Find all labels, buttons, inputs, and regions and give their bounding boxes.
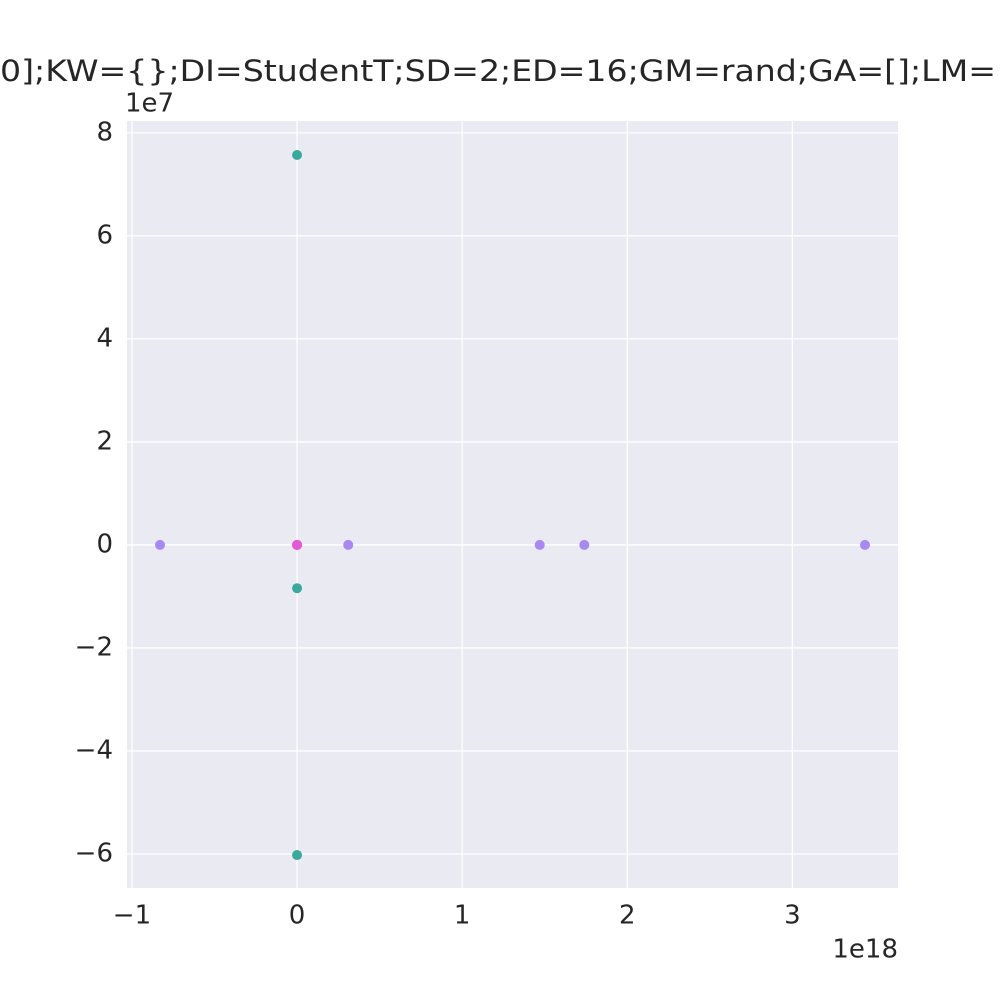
point [343,539,354,550]
y-tick-label: −6 [75,839,113,869]
y-tick-label: 4 [96,323,113,353]
point [292,583,303,594]
point [292,149,303,160]
point [292,539,303,550]
y-tick-label: −4 [75,735,113,765]
y-tick-label: 6 [96,220,113,250]
x-tick-label: −1 [113,901,151,931]
point [579,539,590,550]
x-tick-label: 2 [619,901,636,931]
x-offset-label: 1e18 [832,935,898,965]
point [292,850,303,861]
y-tick-label: 2 [96,426,113,456]
point [534,539,545,550]
y-tick-label: 8 [96,117,113,147]
point [859,539,870,550]
x-tick-label: 1 [454,901,471,931]
chart-title: 0];KW={};DI=StudentT;SD=2;ED=16;GM=rand;… [0,54,996,88]
y-tick-label: −2 [75,632,113,662]
y-offset-label: 1e7 [125,89,174,119]
x-tick-label: 3 [784,901,801,931]
plot-area [127,121,898,888]
point [155,539,166,550]
x-tick-label: 0 [289,901,306,931]
y-tick-label: 0 [96,529,113,559]
